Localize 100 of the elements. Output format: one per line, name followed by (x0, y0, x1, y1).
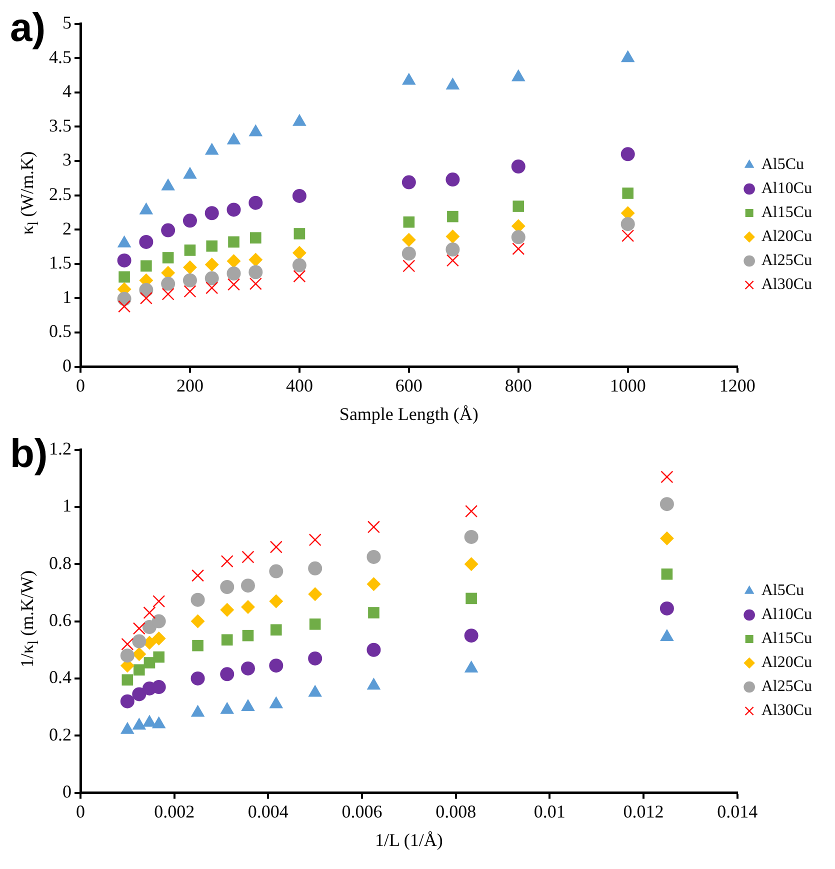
y-tick-label: 2.5 (49, 184, 72, 204)
text: b) (10, 432, 48, 476)
point (183, 166, 197, 179)
legend-label: Al15Cu (761, 204, 812, 222)
point (161, 276, 176, 291)
point (240, 578, 255, 593)
x-tick-label: 1200 (719, 375, 756, 396)
point (511, 159, 526, 174)
point (161, 223, 176, 238)
x-axis-title: Sample Length (Å) (339, 404, 478, 424)
point (464, 557, 478, 572)
point (402, 232, 416, 247)
point (162, 288, 174, 300)
point (249, 278, 262, 290)
x-tick-label: 0.01 (534, 801, 566, 822)
y-tick-label: 4.5 (49, 46, 72, 67)
point (464, 628, 478, 643)
point (308, 651, 322, 666)
point (152, 614, 166, 628)
point (248, 252, 263, 267)
y-tick-label: 1 (62, 496, 72, 516)
point (294, 228, 306, 240)
point (192, 569, 204, 582)
point (292, 246, 306, 260)
point (192, 640, 204, 652)
point (221, 634, 233, 646)
point (308, 561, 322, 576)
point (368, 607, 380, 618)
x-tick-label: 0 (76, 801, 85, 822)
point (162, 252, 174, 264)
point (446, 78, 460, 90)
point (152, 595, 166, 608)
point (366, 642, 381, 657)
legend-label: Al20Cu (761, 228, 812, 246)
point (204, 258, 219, 272)
point (190, 671, 205, 686)
point (121, 638, 134, 650)
point (269, 564, 284, 578)
point (660, 470, 674, 484)
point (403, 216, 415, 228)
point (402, 72, 416, 85)
point (366, 550, 381, 564)
x-tick-label: 200 (176, 375, 204, 396)
point (204, 142, 219, 155)
point (152, 631, 166, 646)
point (220, 602, 234, 617)
point (620, 217, 635, 232)
point (204, 271, 219, 286)
point (226, 266, 241, 281)
point (190, 592, 205, 607)
x-tick-label: 0 (76, 375, 85, 396)
y-tick-label: 1 (62, 286, 72, 307)
y-tick-label: 0.8 (49, 552, 72, 573)
point (242, 630, 254, 642)
point (120, 648, 134, 663)
point (464, 530, 478, 544)
x-tick-label: 0.008 (436, 801, 476, 822)
point (661, 568, 673, 580)
point (446, 242, 460, 256)
point (122, 674, 134, 686)
point (226, 132, 241, 144)
point (402, 175, 416, 190)
x-tick-label: 0.014 (717, 801, 758, 822)
point (118, 271, 130, 283)
point (152, 680, 166, 694)
y-tick-label: 0.4 (49, 667, 72, 688)
point (512, 242, 525, 256)
legend-label: Al10Cu (761, 180, 812, 198)
x-tick-label: 800 (504, 375, 532, 396)
x-tick-label: 0.012 (623, 801, 664, 822)
point (226, 254, 241, 268)
point (402, 260, 416, 272)
legend-label: Al5Cu (761, 582, 804, 600)
y-tick-label: 0 (62, 356, 72, 376)
point (228, 278, 240, 291)
point (182, 273, 197, 288)
point (660, 601, 674, 616)
legend-label: Al25Cu (761, 252, 812, 270)
point (139, 234, 154, 249)
point (270, 540, 282, 554)
x-axis-title: 1/L (1/Å) (375, 830, 443, 850)
point (132, 687, 146, 702)
point (132, 647, 146, 662)
legend-label: Al15Cu (761, 630, 812, 648)
point (242, 550, 254, 564)
point (161, 178, 176, 190)
y-tick-label: 3.5 (49, 115, 72, 136)
point (117, 253, 132, 268)
point (446, 229, 460, 244)
point (511, 69, 526, 82)
point (466, 592, 477, 604)
y-tick-label: 1.2 (49, 438, 72, 459)
point (143, 606, 156, 619)
point (184, 285, 196, 298)
legend-label: Al30Cu (761, 276, 812, 294)
point (620, 50, 635, 62)
point (293, 270, 306, 283)
point (465, 505, 478, 518)
point (622, 230, 634, 242)
point (367, 520, 380, 534)
